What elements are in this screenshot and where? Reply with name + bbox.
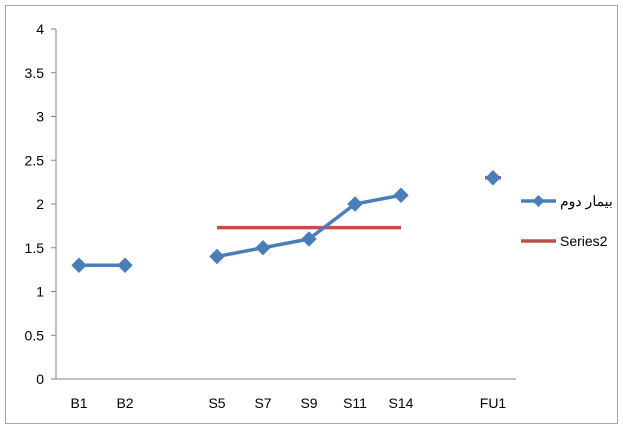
chart-border — [5, 5, 618, 424]
series-1-marker — [393, 187, 409, 203]
x-tick-label: S11 — [343, 395, 367, 411]
x-axis-ticks: B1 B2 S5 S7 S9 S11 S14 FU1 — [70, 395, 506, 411]
legend-label: بیمار دوم — [560, 193, 613, 210]
y-tick-label: 2 — [36, 196, 44, 212]
series-1-marker — [347, 196, 363, 212]
y-axis-ticks: 0 0.5 1 1.5 2 2.5 3 3.5 4 — [25, 21, 56, 387]
legend-item: Series2 — [521, 233, 608, 249]
series-1-marker — [485, 170, 501, 186]
series-1-marker — [301, 231, 317, 247]
plot-area: 0 0.5 1 1.5 2 2.5 3 3.5 4 B1 B2 S5 S7 S9 S11 S14 FU1 — [25, 21, 516, 411]
x-tick-label: S14 — [389, 395, 414, 411]
x-tick-label: S7 — [254, 395, 271, 411]
y-tick-label: 1.5 — [25, 240, 45, 256]
x-tick-label: B2 — [116, 395, 133, 411]
y-tick-label: 0 — [36, 371, 44, 387]
x-tick-label: S5 — [208, 395, 225, 411]
legend: بیمار دوم Series2 — [521, 193, 613, 249]
x-tick-label: B1 — [70, 395, 87, 411]
series-1-marker — [209, 248, 225, 265]
legend-label: Series2 — [560, 233, 608, 249]
x-tick-label: S9 — [300, 395, 317, 411]
y-tick-label: 2.5 — [25, 152, 45, 168]
series-layer — [71, 170, 501, 273]
series-1-marker — [71, 257, 87, 273]
x-tick-label: FU1 — [480, 395, 507, 411]
y-tick-label: 0.5 — [25, 327, 45, 343]
series-1-marker — [117, 257, 133, 273]
legend-item: بیمار دوم — [521, 193, 613, 210]
y-tick-label: 1 — [36, 284, 44, 300]
series-1-marker — [255, 240, 271, 256]
y-tick-label: 4 — [36, 21, 44, 37]
y-tick-label: 3 — [36, 109, 44, 125]
y-tick-label: 3.5 — [25, 65, 45, 81]
legend-swatch-marker — [532, 195, 545, 207]
